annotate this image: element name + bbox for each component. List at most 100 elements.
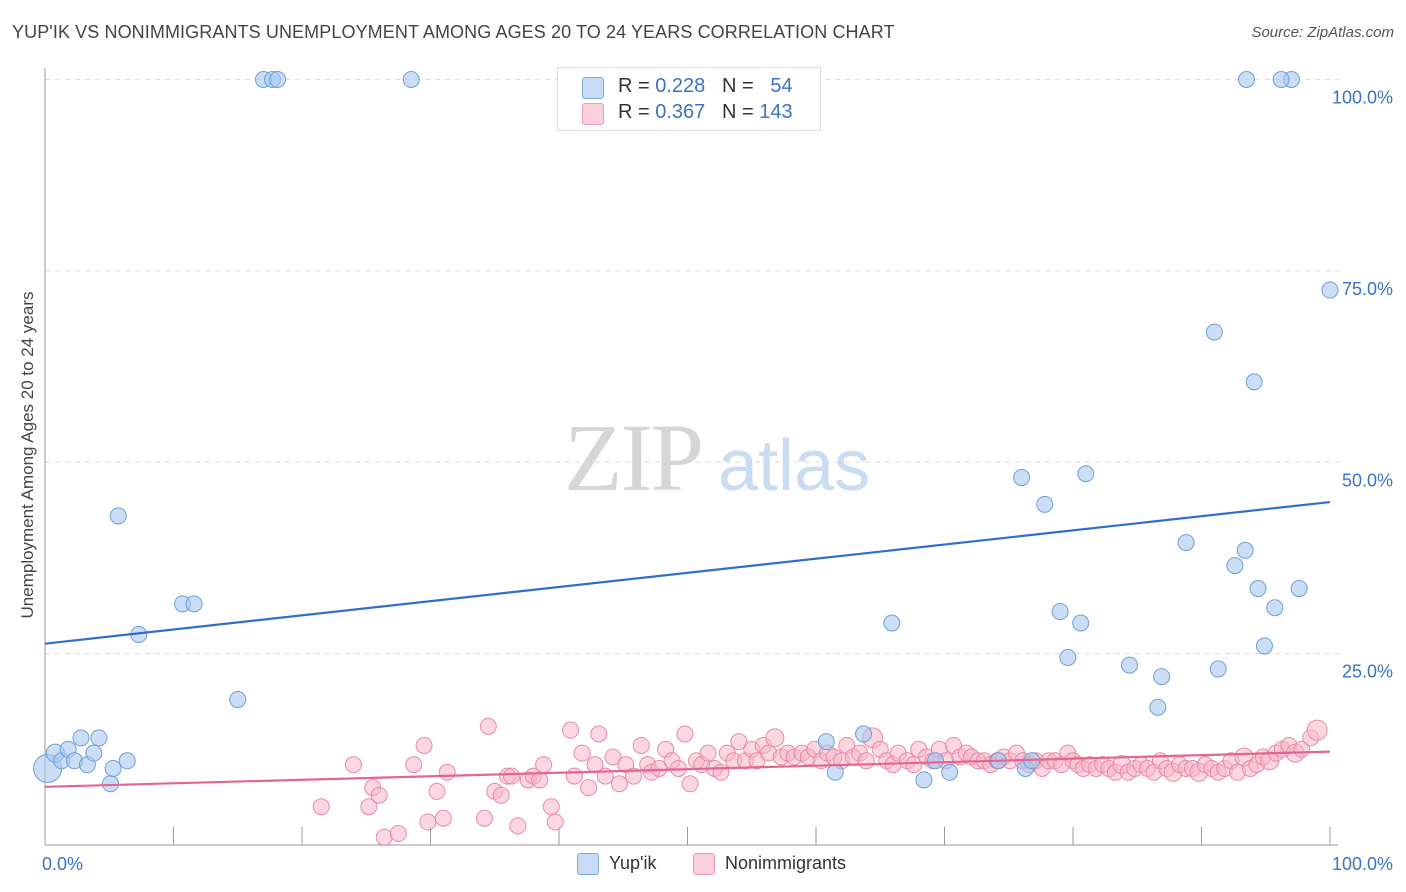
bottom-legend-label-nonimmigrants: Nonimmigrants [725,853,847,873]
data-point-nonimmigrants [730,733,748,751]
y-axis-label: Unemployment Among Ages 20 to 24 years [18,291,37,619]
y-tick-label: 25.0% [1342,662,1393,682]
data-point-nonimmigrants [492,786,510,804]
y-tick-label: 75.0% [1342,279,1393,299]
data-point-yupik [1249,580,1267,598]
data-point-yupik [855,725,873,743]
data-point-nonimmigrants [632,736,650,754]
data-point-yupik [1205,323,1223,341]
data-point-nonimmigrants [681,775,699,793]
data-point-nonimmigrants [580,779,598,797]
data-point-nonimmigrants [905,756,923,774]
data-point-yupik [85,744,103,762]
y-tick-label: 50.0% [1342,470,1393,490]
legend-text-nonimmigrants: R = 0.367 N = 143 [618,101,793,123]
data-point-nonimmigrants [428,782,446,800]
legend-swatch-yupik [582,77,604,99]
data-point-nonimmigrants [610,775,628,793]
data-point-yupik [109,507,127,525]
data-point-nonimmigrants [699,744,717,762]
data-point-yupik [1013,469,1031,487]
data-point-yupik [402,71,420,88]
data-point-yupik [104,759,122,777]
watermark-zip: ZIP [564,404,702,511]
data-point-yupik [1321,281,1339,299]
x-tick-label: 0.0% [42,854,83,874]
data-point-yupik [1072,614,1090,632]
data-point-nonimmigrants [676,725,694,743]
data-point-nonimmigrants [405,756,423,774]
grid-lines [45,79,1340,655]
data-point-nonimmigrants [438,763,456,781]
bottom-legend-swatch-nonimmigrants [693,853,715,875]
data-point-yupik [915,771,933,789]
bottom-legend-label-yupik: Yup'ik [609,853,657,873]
data-point-nonimmigrants [546,813,564,831]
data-point-yupik [1255,637,1273,655]
trend-line-yupik [44,500,1331,645]
data-point-nonimmigrants [650,759,668,777]
data-point-nonimmigrants [542,798,560,816]
legend-swatch-nonimmigrants [582,103,604,125]
data-point-yupik [1059,648,1077,666]
data-point-nonimmigrants [434,809,452,827]
data-point-yupik [1237,71,1255,88]
data-point-nonimmigrants [535,756,553,774]
data-point-yupik [1121,656,1139,674]
data-point-yupik [1272,71,1290,88]
data-point-nonimmigrants [475,809,493,827]
data-point-yupik [229,691,247,709]
series-yupik [33,71,1339,793]
data-point-yupik [941,763,959,781]
data-point-nonimmigrants [502,767,520,785]
data-point-yupik [817,733,835,751]
data-point-yupik [826,763,844,781]
data-point-nonimmigrants [562,721,580,739]
series-nonimmigrants [312,717,1328,846]
data-point-yupik [1236,541,1254,559]
data-point-yupik [1245,373,1263,391]
data-point-yupik [118,752,136,770]
data-point-yupik [102,775,120,793]
data-point-yupik [1153,668,1171,686]
data-point-yupik [1209,660,1227,678]
data-point-yupik [1077,465,1095,483]
data-point-nonimmigrants [625,767,643,785]
data-point-yupik [1149,698,1167,716]
data-point-nonimmigrants [590,725,608,743]
data-point-nonimmigrants [389,825,407,843]
data-point-nonimmigrants [312,798,330,816]
legend-text-yupik: R = 0.228 N = 54 [618,75,793,97]
data-point-yupik [1226,557,1244,575]
data-point-nonimmigrants [419,813,437,831]
data-point-yupik [90,729,108,747]
trend-lines [44,500,1331,788]
data-point-nonimmigrants [360,798,378,816]
data-point-nonimmigrants [1306,719,1328,741]
tick-labels: 25.0% 50.0% 75.0% 100.0% 0.0% 100.0% [42,88,1393,875]
data-point-nonimmigrants [375,828,393,846]
data-point-nonimmigrants [344,756,362,774]
watermark-atlas: atlas [718,426,870,506]
data-point-yupik [1177,534,1195,552]
data-point-yupik [1266,599,1284,617]
data-point-yupik [1290,580,1308,598]
data-point-yupik [72,729,90,747]
data-point-nonimmigrants [565,767,583,785]
axes [44,68,1338,846]
data-point-nonimmigrants [604,748,622,766]
data-point-yupik [269,71,287,88]
data-point-nonimmigrants [765,728,785,748]
bottom-legend-swatch-yupik [577,853,599,875]
data-point-yupik [883,614,901,632]
chart-title: YUP'IK VS NONIMMIGRANTS UNEMPLOYMENT AMO… [12,22,895,42]
data-point-yupik [1036,495,1054,513]
source-label: Source: ZipAtlas.com [1251,24,1394,41]
data-point-nonimmigrants [712,763,730,781]
data-point-yupik [1051,603,1069,621]
data-point-nonimmigrants [370,786,388,804]
x-tick-label: 100.0% [1332,854,1393,874]
data-point-yupik [927,752,945,770]
data-point-yupik [185,595,203,613]
